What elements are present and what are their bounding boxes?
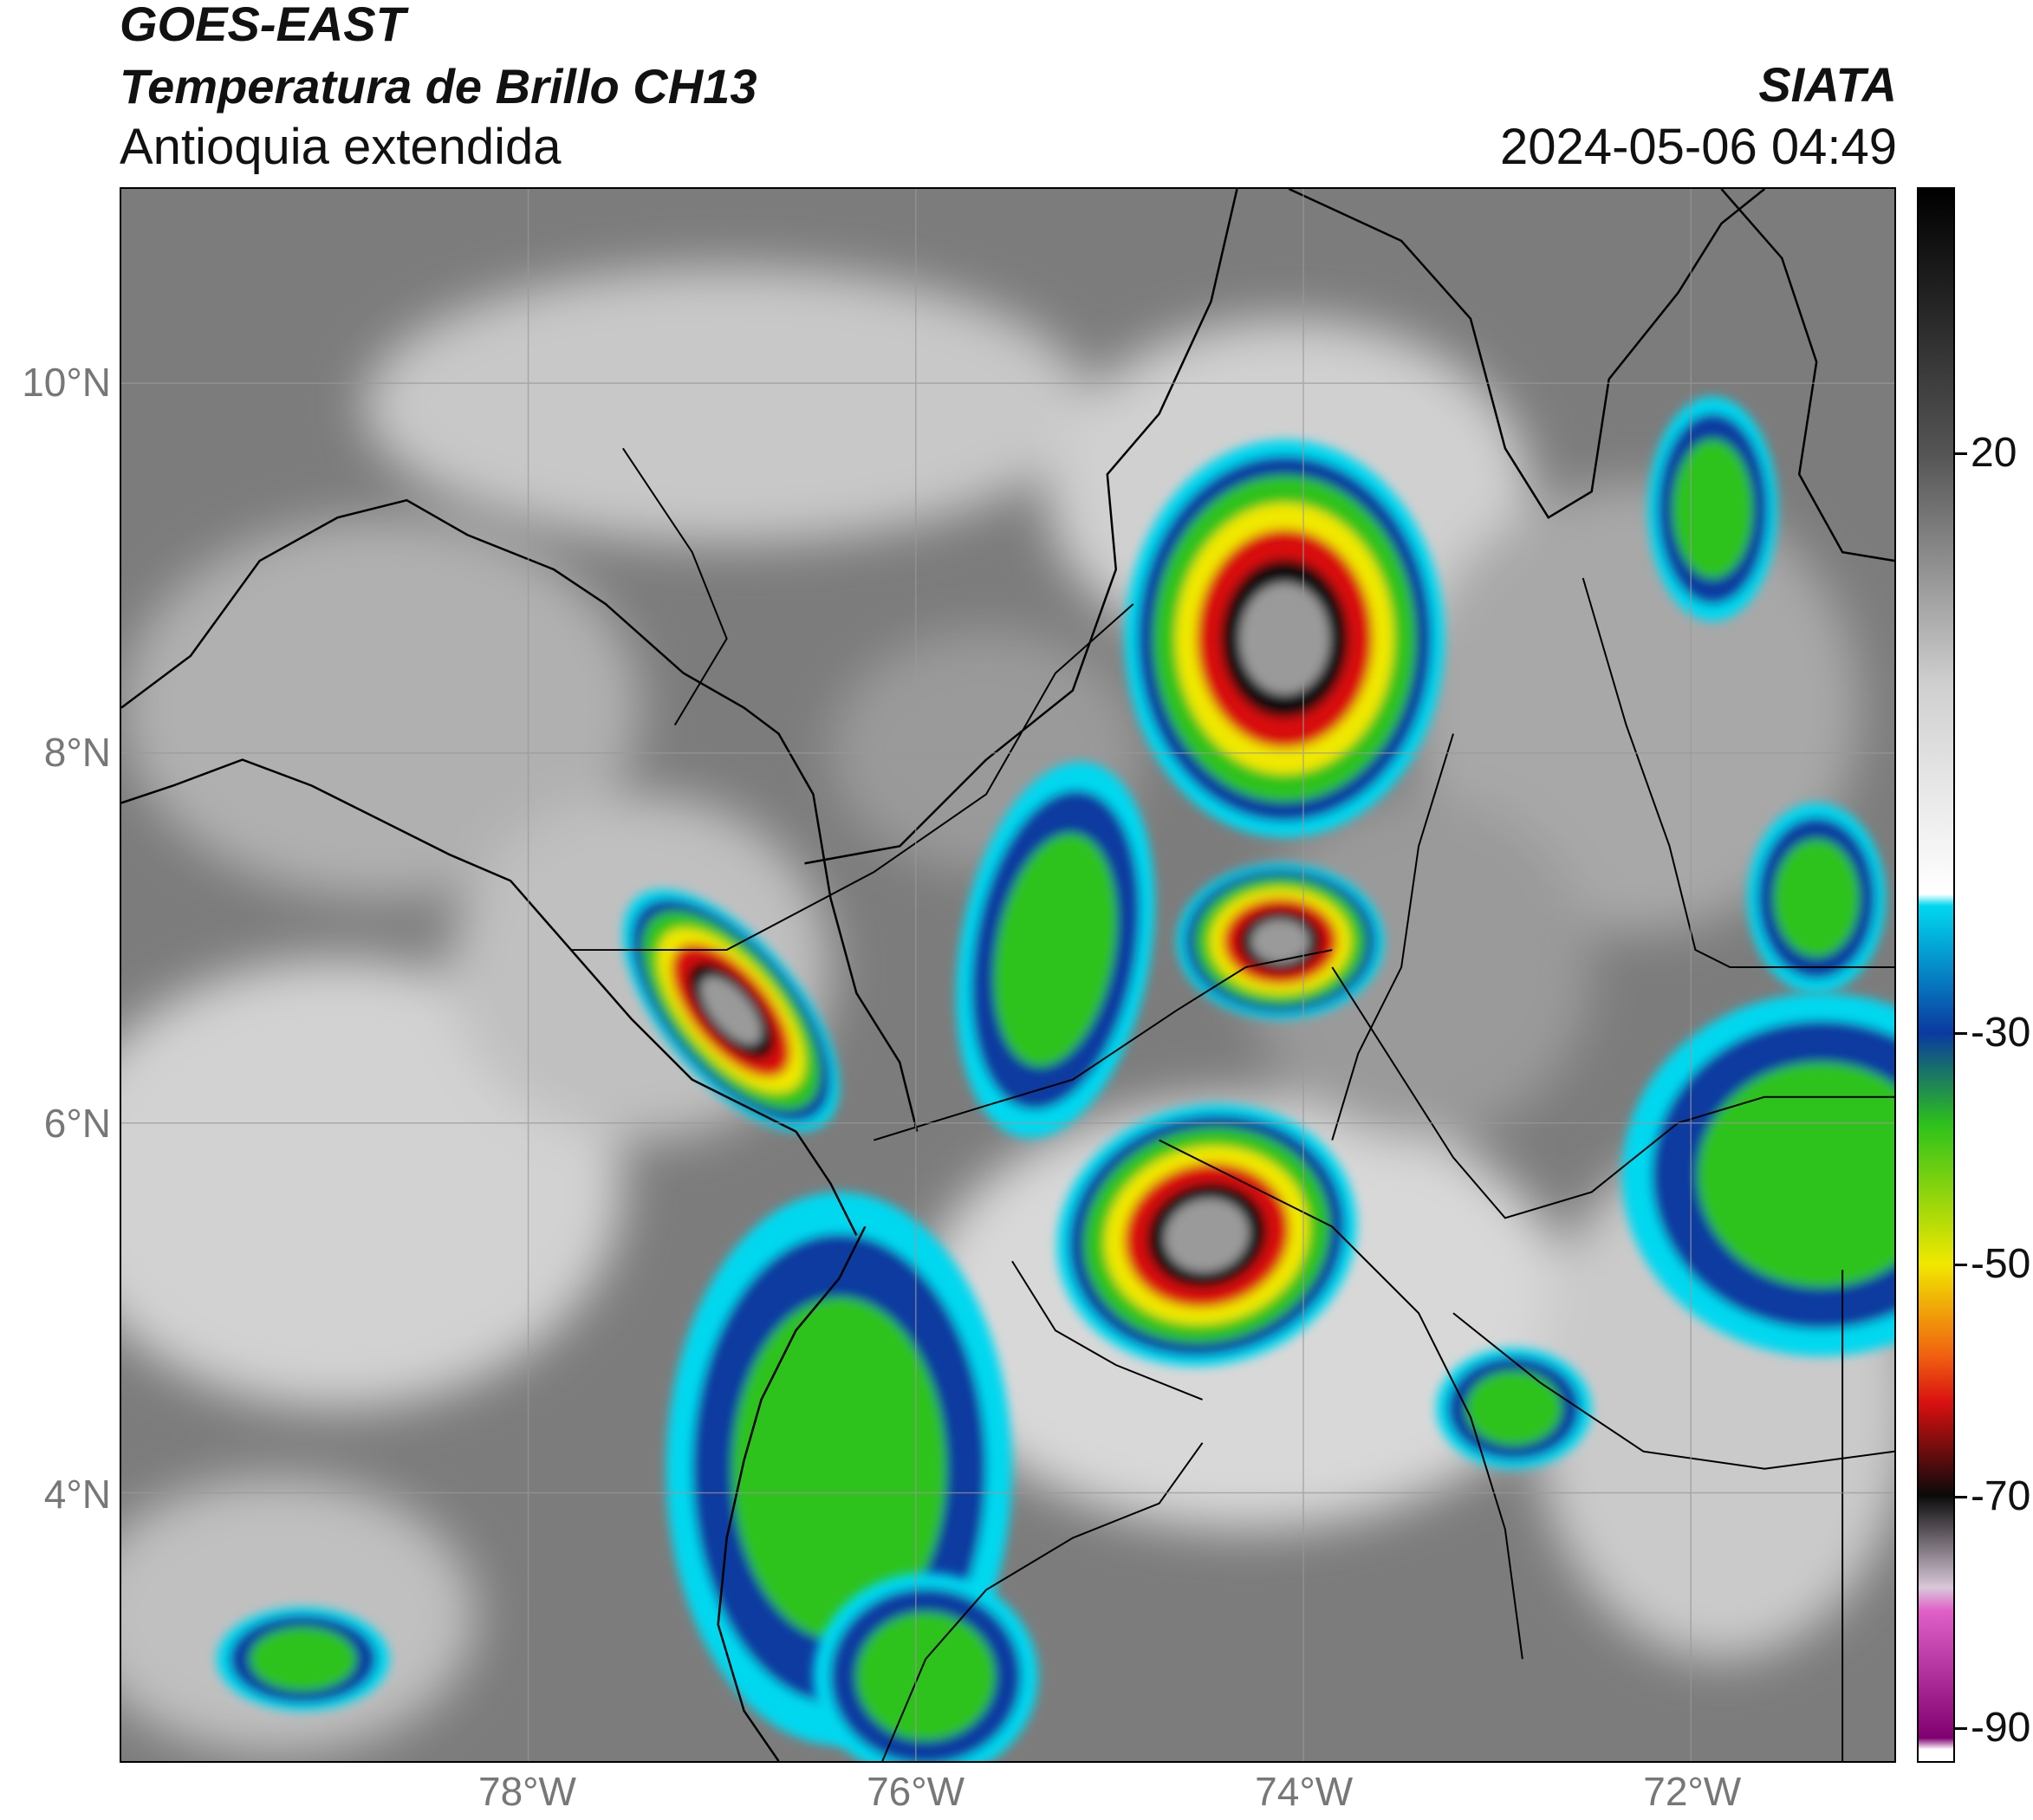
convective-cell — [1124, 439, 1445, 838]
lat-label-6: 6°N — [43, 1101, 111, 1147]
product-title: Temperatura de Brillo CH13 — [120, 59, 757, 114]
cell-contour — [1165, 1198, 1250, 1272]
lat-label-8: 8°N — [43, 730, 111, 776]
lat-label-10: 10°N — [22, 359, 111, 405]
lon-label-76: 76°W — [867, 1769, 965, 1814]
cell-contour — [1250, 919, 1309, 964]
cell-contour — [1697, 1062, 1894, 1288]
cell-contour — [700, 976, 762, 1045]
colorbar-tick-minus50 — [1955, 1264, 1967, 1267]
cell-contour — [731, 1297, 947, 1641]
colorbar-tick-20 — [1955, 452, 1967, 456]
convective-cell — [216, 1607, 390, 1712]
lat-label-4: 4°N — [43, 1471, 111, 1517]
colorbar-tick-minus30 — [1955, 1031, 1967, 1035]
cell-contour — [855, 1611, 996, 1741]
administrative-borders — [570, 447, 1894, 1761]
lon-label-74: 74°W — [1255, 1769, 1354, 1814]
cell-contour — [1239, 582, 1330, 695]
satellite-title: GOES-EAST — [120, 0, 406, 51]
satellite-map — [120, 187, 1896, 1763]
cell-contour — [249, 1627, 357, 1692]
cell-contour — [1465, 1370, 1562, 1446]
lon-label-78: 78°W — [477, 1769, 576, 1814]
colorbar-label-minus30: -30 — [1971, 1009, 2031, 1056]
convective-cell — [956, 762, 1155, 1139]
colorbar-label-minus70: -70 — [1971, 1472, 2031, 1519]
lon-label-72: 72°W — [1643, 1769, 1742, 1814]
convective-cell — [1647, 396, 1778, 621]
convective-cell — [813, 1572, 1038, 1761]
convective-cell — [1436, 1348, 1592, 1469]
temperature-colorbar — [1917, 187, 1955, 1763]
coastline-borders — [121, 189, 1894, 1761]
brightness-temperature-image — [121, 189, 1894, 1761]
convective-cell — [1747, 803, 1887, 993]
graticule — [121, 189, 1894, 1761]
cell-contour — [1773, 839, 1860, 958]
colorbar-label-20: 20 — [1971, 430, 2017, 477]
timestamp-label: 2024-05-06 04:49 — [1500, 119, 1897, 175]
colorbar-tick-minus70 — [1955, 1495, 1967, 1498]
agency-label: SIATA — [1758, 57, 1897, 112]
cell-contour — [1673, 439, 1753, 579]
region-subtitle: Antioquia extendida — [120, 119, 562, 175]
colorbar-label-minus50: -50 — [1971, 1241, 2031, 1288]
colorbar-tick-minus90 — [1955, 1726, 1967, 1730]
convective-cell — [1056, 1103, 1357, 1367]
colorbar-label-minus90: -90 — [1971, 1704, 2031, 1751]
cell-contour — [993, 833, 1117, 1067]
convective-cell — [1176, 863, 1385, 1019]
convective-cells — [216, 396, 1894, 1761]
